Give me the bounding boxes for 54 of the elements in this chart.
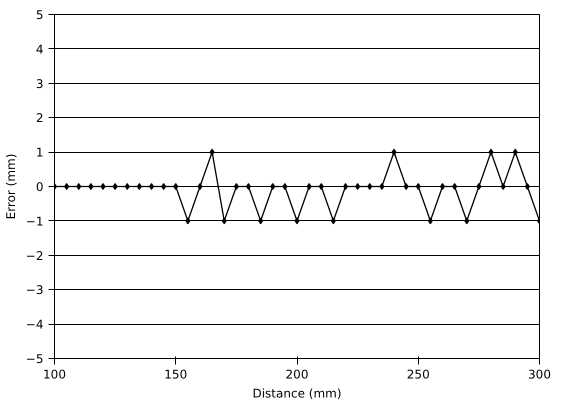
- x-tick-label: 300: [528, 368, 551, 382]
- point: [524, 183, 530, 190]
- point: [404, 183, 409, 190]
- x-tick-label: 150: [164, 368, 188, 382]
- point: [222, 217, 227, 224]
- point: [282, 183, 288, 190]
- y-tick-label: 2: [36, 111, 44, 126]
- y-tick-label: −1: [26, 214, 44, 228]
- y-tick-label: 0: [36, 180, 44, 194]
- point: [379, 183, 384, 190]
- point: [476, 183, 482, 190]
- point: [161, 183, 166, 190]
- point: [234, 183, 239, 190]
- point: [464, 217, 470, 224]
- x-tick-label: 200: [286, 368, 308, 382]
- point: [124, 183, 130, 190]
- x-axis-title: Distance (mm): [252, 386, 342, 400]
- point: [185, 217, 190, 224]
- point: [512, 148, 518, 156]
- point: [270, 183, 276, 190]
- y-tick-label: −4: [26, 318, 44, 332]
- point: [416, 183, 421, 190]
- point: [100, 183, 106, 190]
- y-tick-label: 5: [36, 8, 44, 22]
- y-tick-label: −5: [26, 352, 44, 366]
- point: [306, 183, 312, 190]
- point: [500, 183, 506, 190]
- y-tick-label: −3: [26, 283, 44, 298]
- y-axis-title: Error (mm): [4, 154, 18, 220]
- point: [318, 183, 324, 190]
- point: [173, 183, 178, 190]
- y-tick-label: 4: [36, 42, 44, 56]
- x-tick-label: 100: [43, 368, 66, 382]
- point: [112, 183, 118, 190]
- point: [452, 183, 458, 190]
- point: [367, 183, 372, 190]
- point: [149, 183, 154, 190]
- y-tick-label: 3: [36, 76, 44, 91]
- y-tick-label: −2: [26, 248, 44, 263]
- point: [330, 217, 336, 224]
- x-tick-label: 250: [406, 368, 430, 382]
- point: [64, 183, 70, 190]
- point: [210, 148, 215, 156]
- point: [76, 183, 82, 190]
- point: [440, 183, 445, 190]
- point: [198, 183, 202, 190]
- point: [258, 217, 264, 224]
- point: [355, 183, 360, 190]
- point: [428, 217, 433, 224]
- point: [136, 183, 142, 190]
- point: [88, 183, 94, 190]
- y-tick-label: 1: [36, 146, 44, 160]
- point: [343, 183, 348, 190]
- point: [246, 183, 251, 190]
